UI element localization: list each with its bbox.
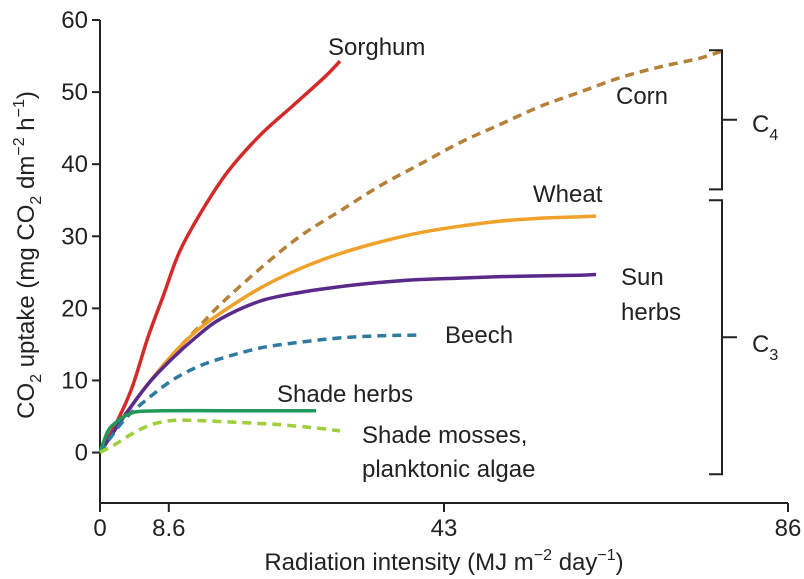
x-tick-label: 8.6 (152, 515, 185, 542)
y-tick-label: 30 (61, 223, 88, 250)
x-tick-label: 0 (93, 515, 106, 542)
label-shade-mosses-line1: Shade mosses, (362, 422, 527, 449)
series-line-wheat (98, 214, 597, 454)
series-line-sorghum (98, 59, 342, 454)
x-tick-label: 43 (431, 515, 458, 542)
label-shade-herbs: Shade herbs (277, 381, 413, 408)
label-sun-herbs-line1: Sun (621, 264, 664, 291)
x-ticks: 0 8.6 43 86 (93, 503, 801, 542)
series-line-shade-mosses-planktonic-algae (99, 418, 341, 455)
y-tick-label: 50 (61, 79, 88, 106)
x-tick-label: 86 (775, 515, 802, 542)
group-label-c3: C3 (752, 331, 778, 364)
series-line-beech (98, 333, 421, 454)
label-corn: Corn (616, 83, 668, 110)
label-sun-herbs-line2: herbs (621, 299, 681, 326)
bracket-c3 (709, 199, 737, 476)
y-tick-label: 20 (61, 295, 88, 322)
series-line-shade-herbs (98, 408, 316, 454)
series-line-sun-herbs (98, 272, 597, 454)
label-wheat: Wheat (533, 181, 603, 208)
y-ticks: 0 10 20 30 40 50 60 (61, 7, 100, 467)
y-tick-label: 40 (61, 151, 88, 178)
label-beech: Beech (445, 322, 513, 349)
series-lines (98, 48, 725, 455)
x-axis-label: Radiation intensity (MJ m−2 day−1) (264, 547, 623, 576)
group-label-c4: C4 (752, 111, 778, 144)
label-shade-mosses-line2: planktonic algae (362, 456, 535, 483)
y-tick-label: 0 (75, 440, 88, 467)
y-tick-label: 60 (61, 7, 88, 34)
group-brackets (709, 49, 737, 476)
bracket-c4 (709, 49, 737, 191)
label-sorghum: Sorghum (328, 34, 425, 61)
y-tick-label: 10 (61, 367, 88, 394)
y-axis-label: CO2 uptake (mg CO2 dm−2 h−1) (11, 91, 45, 419)
